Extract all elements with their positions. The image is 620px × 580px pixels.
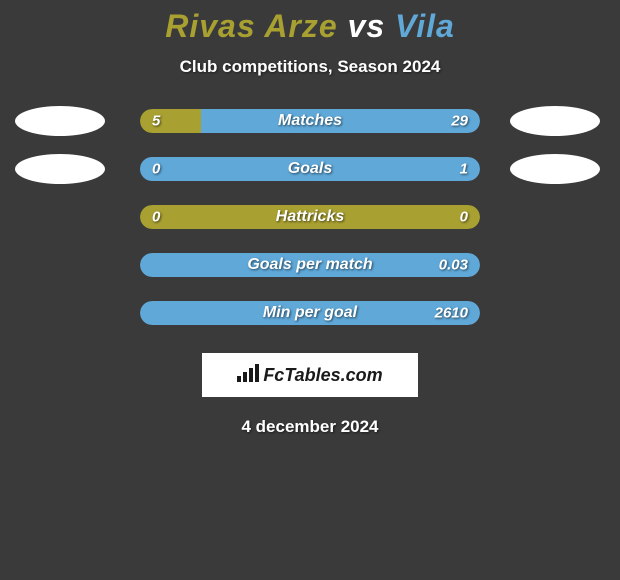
stat-value-left: 0	[152, 209, 160, 226]
date-text: 4 december 2024	[0, 417, 620, 437]
avatar-placeholder-right	[510, 154, 600, 184]
logo-box: FcTables.com	[202, 353, 418, 397]
stat-row: Hattricks 0 0	[0, 205, 620, 229]
page-title: Rivas Arze vs Vila	[0, 0, 620, 45]
stat-bar: Goals per match 0.03	[140, 253, 480, 277]
logo-text: FcTables.com	[263, 365, 382, 386]
stat-bar: Hattricks 0 0	[140, 205, 480, 229]
stat-bar: Goals 0 1	[140, 157, 480, 181]
player2-name: Vila	[395, 8, 455, 44]
stat-value-left: 5	[152, 113, 160, 130]
stat-bar: Min per goal 2610	[140, 301, 480, 325]
stat-row: Min per goal 2610	[0, 301, 620, 325]
vs-text: vs	[348, 8, 386, 44]
stat-value-right: 0	[460, 209, 468, 226]
stat-row: Goals per match 0.03	[0, 253, 620, 277]
avatar-placeholder-right	[510, 106, 600, 136]
avatar-placeholder-left	[15, 154, 105, 184]
stat-value-left: 0	[152, 161, 160, 178]
stat-row: Matches 5 29	[0, 109, 620, 133]
stat-row: Goals 0 1	[0, 157, 620, 181]
chart-icon	[237, 364, 259, 387]
subtitle: Club competitions, Season 2024	[0, 57, 620, 77]
stat-label: Matches	[278, 112, 342, 130]
player1-name: Rivas Arze	[165, 8, 337, 44]
stat-value-right: 1	[460, 161, 468, 178]
bar-segment-left	[140, 109, 201, 133]
stat-bar: Matches 5 29	[140, 109, 480, 133]
stat-value-right: 0.03	[439, 257, 468, 274]
comparison-infographic: Rivas Arze vs Vila Club competitions, Se…	[0, 0, 620, 580]
stat-label: Hattricks	[276, 208, 344, 226]
stat-label: Min per goal	[263, 304, 357, 322]
stats-area: Matches 5 29 Goals 0 1 Hattricks 0 0 Goals per ma…	[0, 109, 620, 325]
stat-label: Goals	[288, 160, 332, 178]
stat-label: Goals per match	[247, 256, 372, 274]
avatar-placeholder-left	[15, 106, 105, 136]
stat-value-right: 2610	[435, 305, 468, 322]
stat-value-right: 29	[451, 113, 468, 130]
